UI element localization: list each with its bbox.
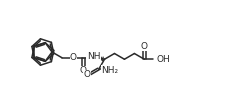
Text: OH: OH [156, 55, 170, 64]
Text: O: O [70, 53, 77, 62]
Text: NH₂: NH₂ [101, 66, 118, 75]
Text: O: O [84, 70, 91, 79]
Text: O: O [141, 42, 148, 51]
Text: NH: NH [87, 52, 100, 61]
Text: O: O [80, 66, 87, 75]
